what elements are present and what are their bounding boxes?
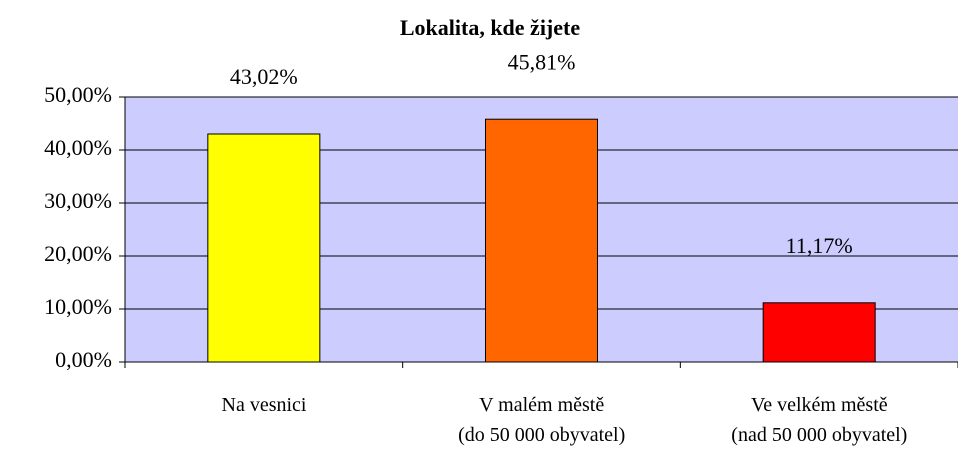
y-tick-label: 30,00% [44, 188, 112, 213]
bar [207, 133, 321, 363]
x-tick-label: Na vesnici [221, 394, 307, 416]
value-label: 43,02% [230, 64, 298, 89]
y-tick-label: 20,00% [44, 241, 112, 266]
bar [762, 302, 876, 363]
chart-title: Lokalita, kde žijete [400, 15, 580, 40]
y-tick-label: 0,00% [55, 347, 112, 372]
value-label: 45,81% [508, 49, 576, 74]
y-tick-label: 40,00% [44, 135, 112, 160]
x-tick-label: V malém městě (do 50 000 obyvatel) [458, 394, 626, 446]
y-tick-label: 10,00% [44, 294, 112, 319]
y-tick-label: 50,00% [44, 82, 112, 107]
bar [485, 118, 598, 363]
x-tick-label: Ve velkém městě (nad 50 000 obyvatel) [731, 394, 908, 446]
value-label: 11,17% [786, 233, 853, 258]
